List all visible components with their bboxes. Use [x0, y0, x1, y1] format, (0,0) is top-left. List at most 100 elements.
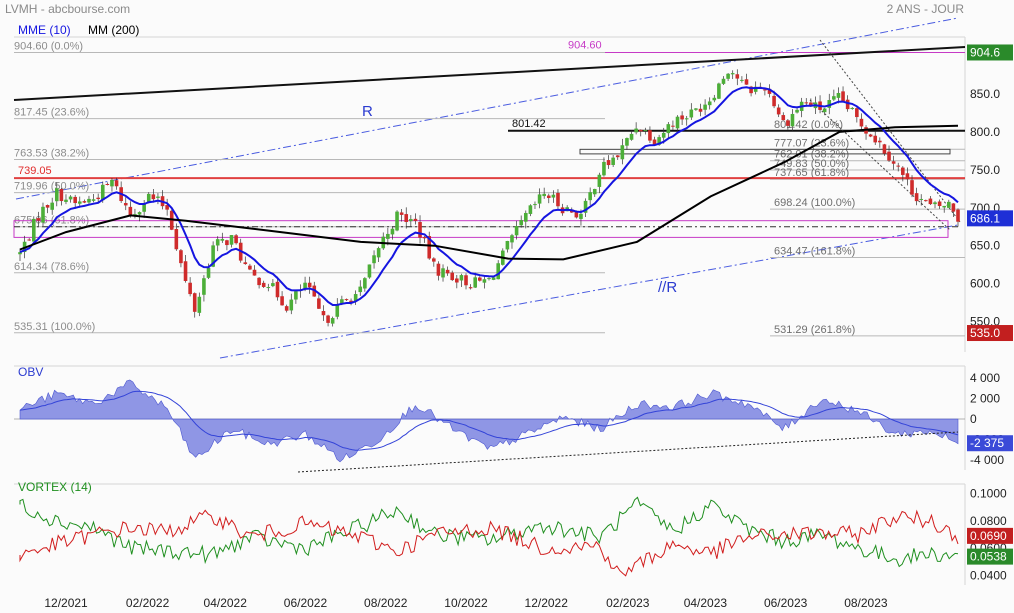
candle-up	[661, 132, 666, 138]
fib-left-label-2: 763.53 (38.2%)	[14, 148, 89, 160]
candle-down	[36, 218, 41, 221]
candle-down	[183, 261, 188, 281]
vortex-tick-label: 0.0800	[970, 514, 1007, 528]
candle-up	[294, 291, 298, 300]
candle-down	[763, 89, 767, 91]
vortex-title: VORTEX (14)	[18, 480, 92, 494]
fib-right-label-5: 698.24 (100.0%)	[774, 197, 855, 209]
candle-up	[597, 174, 602, 187]
price-tick-label-750.0: 750.0	[970, 163, 1000, 177]
obv-tick-label: -4 000	[970, 453, 1004, 467]
candle-up	[303, 282, 307, 289]
candle-down	[179, 250, 183, 264]
candle-down	[841, 91, 845, 102]
candle-up	[827, 100, 832, 108]
candle-down	[749, 86, 753, 94]
candle-up	[146, 193, 151, 202]
obv-tick-label: 4 000	[970, 371, 1000, 385]
candle-up	[726, 73, 730, 79]
candle-down	[225, 240, 229, 246]
candle-down	[432, 258, 436, 262]
candle-up	[684, 118, 689, 120]
candle-up	[528, 205, 533, 214]
candle-up	[363, 278, 367, 289]
candle-down	[436, 263, 441, 276]
candle-up	[514, 226, 519, 236]
candle-up	[657, 137, 661, 145]
candle-up	[505, 240, 510, 250]
obv-signal-line	[19, 390, 959, 451]
candle-down	[804, 102, 809, 104]
last-price-bg	[967, 210, 1013, 227]
candle-down	[951, 203, 956, 212]
candle-down	[151, 194, 156, 200]
candle-down	[261, 282, 266, 287]
candle-up	[335, 304, 340, 317]
candle-up	[68, 196, 73, 200]
vortex-tick-label: 0.0400	[970, 568, 1007, 582]
candle-up	[551, 194, 556, 198]
candle-down	[275, 281, 280, 298]
candle-down	[248, 265, 252, 270]
candle-down	[615, 155, 620, 158]
candle-down	[427, 236, 432, 259]
fib-left-label-3: 719.96 (50.0%)	[14, 181, 89, 193]
candle-up	[215, 239, 220, 246]
candle-down	[887, 151, 891, 161]
candle-down	[873, 135, 878, 143]
support-zone-rect	[13, 220, 949, 238]
candle-down	[767, 88, 772, 94]
candle-down	[188, 282, 192, 295]
candle-down	[445, 269, 450, 274]
chart-period-label: 2 ANS - JOUR	[886, 2, 964, 16]
candle-up	[933, 202, 937, 205]
candle-up	[137, 212, 142, 215]
candle-down	[896, 165, 901, 167]
candle-up	[390, 228, 395, 235]
candle-up	[947, 201, 951, 208]
candle-down	[413, 218, 418, 222]
candle-up	[703, 104, 707, 110]
candle-down	[905, 173, 910, 180]
candle-up	[54, 188, 59, 202]
candle-up	[795, 109, 799, 113]
candle-up	[271, 283, 275, 287]
candle-up	[611, 157, 615, 165]
candle-down	[855, 108, 859, 118]
candle-down	[924, 200, 928, 202]
candle-up	[689, 109, 694, 118]
candle-up	[50, 202, 54, 210]
candle-down	[455, 278, 459, 283]
candle-up	[602, 161, 606, 176]
candle-up	[707, 101, 712, 106]
price-tick-label-650.0: 650.0	[970, 239, 1000, 253]
candle-up	[822, 108, 827, 113]
fib-left-label-6: 535.31 (100.0%)	[14, 321, 95, 333]
candle-up	[18, 252, 22, 255]
candle-up	[675, 116, 680, 129]
candle-down	[96, 197, 100, 200]
candle-up	[942, 205, 947, 208]
zone-rect-777	[579, 148, 951, 155]
price-tick-label-850.0: 850.0	[970, 87, 1000, 101]
candle-up	[666, 124, 671, 134]
fib-left-label-1: 817.45 (23.6%)	[14, 107, 89, 119]
candle-up	[409, 219, 413, 222]
candle-up	[142, 204, 146, 212]
long-term-trend-line	[13, 46, 966, 101]
candle-up	[643, 130, 648, 132]
candle-up	[919, 198, 924, 200]
candle-down	[165, 205, 169, 210]
candle-up	[832, 96, 836, 100]
obv-title: OBV	[18, 365, 43, 379]
x-tick-label-10-2022: 10/2022	[444, 596, 488, 610]
resistance-label: 739.05	[18, 165, 52, 177]
candle-down	[845, 99, 850, 110]
candle-up	[459, 275, 464, 281]
candle-down	[418, 222, 422, 238]
candle-down	[243, 262, 248, 265]
candle-down	[652, 139, 657, 145]
candle-down	[809, 102, 813, 107]
candle-down	[648, 130, 652, 141]
candle-up	[753, 86, 758, 92]
